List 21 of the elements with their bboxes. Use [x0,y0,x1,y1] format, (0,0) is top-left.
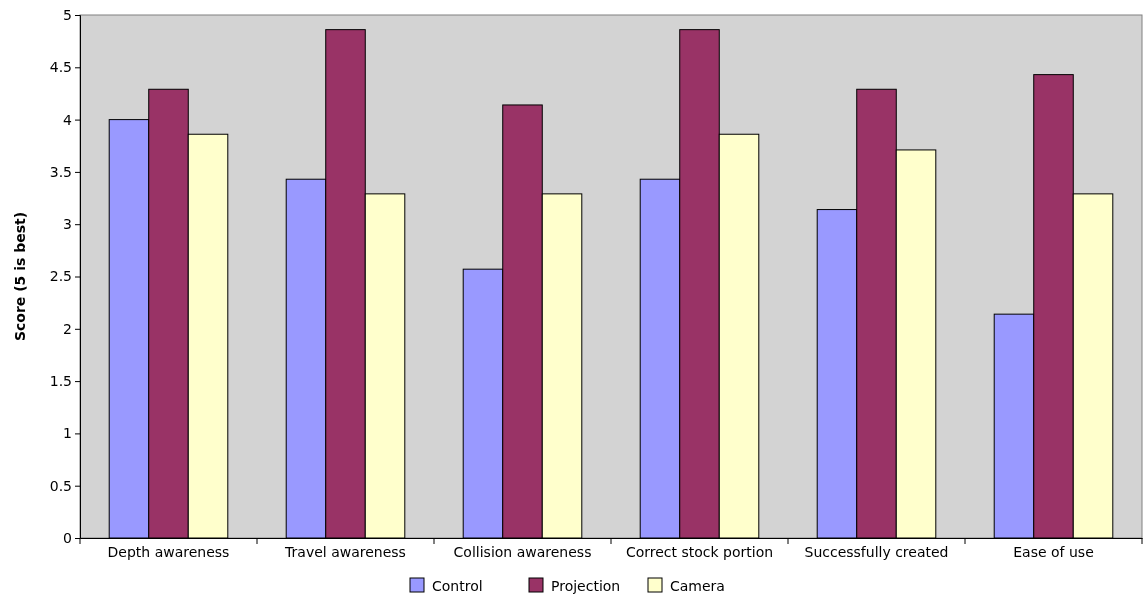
x-tick-label: Successfully created [804,543,949,560]
y-axis-title: Score (5 is best) [12,211,28,342]
legend-label: Control [432,578,483,594]
y-tick-label: 4 [63,111,73,128]
x-tick-label: Collision awareness [453,543,592,560]
x-tick-label: Correct stock portion [625,543,774,560]
x-tick-label: Ease of use [1013,543,1094,560]
x-tick-label: Depth awareness [107,543,230,560]
y-tick-label: 2.5 [49,268,72,285]
legend-label: Projection [551,578,621,594]
x-tick-label: Travel awareness [284,543,406,560]
y-tick-label: 1 [63,425,72,442]
y-tick-label: 2 [63,320,72,337]
y-tick-label: 0.5 [49,477,72,494]
legend-label: Camera [670,578,725,594]
y-tick-label: 1.5 [49,373,72,390]
y-tick-label: 0 [63,529,72,546]
y-tick-label: 3.5 [49,163,72,180]
y-tick-label: 4.5 [49,59,72,76]
y-tick-label: 3 [63,216,72,233]
y-tick-label: 5 [63,6,72,23]
